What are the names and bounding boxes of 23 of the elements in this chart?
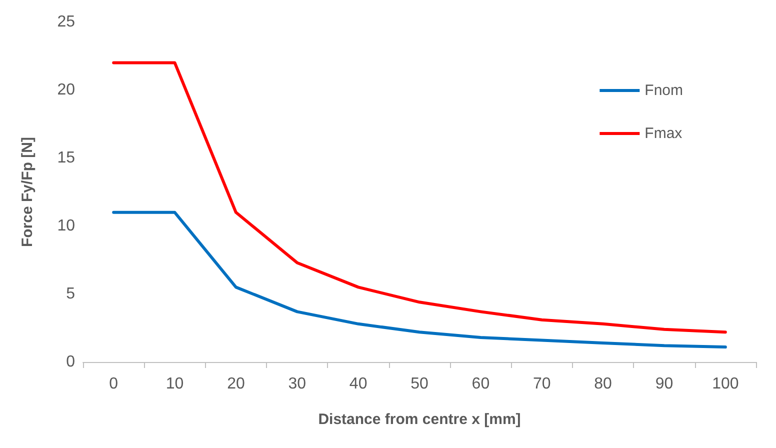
x-tick-label: 10 (166, 376, 184, 392)
legend-label: Fnom (644, 82, 683, 99)
x-tick-label: 40 (349, 376, 368, 392)
y-tick-label: 5 (66, 286, 76, 302)
x-tick-label: 20 (227, 376, 245, 392)
x-tick-label: 90 (655, 376, 674, 392)
x-tick-label: 70 (532, 376, 551, 392)
x-tick-label: 100 (712, 376, 739, 392)
y-axis-title: Force Fy/Fp [N] (19, 136, 36, 248)
y-tick-label: 20 (57, 82, 76, 98)
x-tick-label: 0 (109, 376, 118, 392)
y-tick-label: 0 (66, 354, 76, 370)
x-axis-title: Distance from centre x [mm] (318, 411, 521, 428)
x-tick-label: 80 (594, 376, 612, 392)
legend-label: Fmax (644, 125, 683, 142)
y-tick-label: 15 (57, 150, 76, 166)
line-series (112, 210, 727, 349)
x-tick-label: 30 (288, 376, 306, 392)
x-tick-label: 60 (472, 376, 490, 392)
line-series (112, 61, 727, 334)
y-tick-label: 25 (57, 14, 76, 30)
x-tick-label: 50 (410, 376, 428, 392)
y-tick-label: 10 (57, 218, 76, 234)
